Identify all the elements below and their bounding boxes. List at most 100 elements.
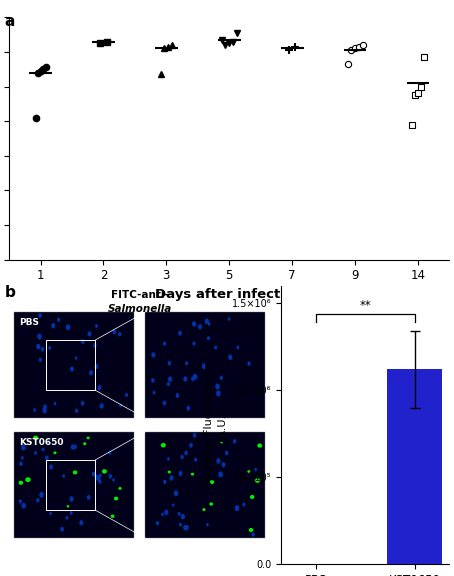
Ellipse shape xyxy=(194,458,197,462)
X-axis label: Days after infection: Days after infection xyxy=(155,288,304,301)
Ellipse shape xyxy=(247,470,250,473)
Ellipse shape xyxy=(34,451,37,455)
Ellipse shape xyxy=(19,481,23,485)
Ellipse shape xyxy=(81,401,84,406)
Ellipse shape xyxy=(112,478,115,482)
Ellipse shape xyxy=(181,514,185,520)
Bar xyxy=(387,369,442,564)
Ellipse shape xyxy=(164,510,168,515)
Ellipse shape xyxy=(183,376,188,382)
Ellipse shape xyxy=(168,376,172,382)
Ellipse shape xyxy=(42,448,44,452)
Ellipse shape xyxy=(220,441,223,444)
Text: FITC-anti-: FITC-anti- xyxy=(111,290,168,300)
Ellipse shape xyxy=(228,317,231,321)
Ellipse shape xyxy=(92,472,96,477)
Ellipse shape xyxy=(193,433,196,438)
Ellipse shape xyxy=(192,321,196,327)
Text: a: a xyxy=(5,14,15,29)
Ellipse shape xyxy=(178,471,183,476)
Ellipse shape xyxy=(252,532,255,537)
Ellipse shape xyxy=(70,366,74,372)
Ellipse shape xyxy=(38,313,42,318)
Text: Salmonella: Salmonella xyxy=(108,304,172,314)
Ellipse shape xyxy=(99,403,104,409)
Ellipse shape xyxy=(185,525,189,530)
Ellipse shape xyxy=(37,334,42,339)
Ellipse shape xyxy=(41,347,44,351)
Ellipse shape xyxy=(75,357,78,360)
Ellipse shape xyxy=(51,323,55,328)
Ellipse shape xyxy=(242,503,246,507)
Ellipse shape xyxy=(153,391,155,395)
Ellipse shape xyxy=(225,450,228,455)
Ellipse shape xyxy=(39,492,44,498)
Ellipse shape xyxy=(192,342,196,346)
Ellipse shape xyxy=(202,363,206,369)
Ellipse shape xyxy=(19,461,23,466)
Ellipse shape xyxy=(172,503,174,507)
Ellipse shape xyxy=(102,469,107,473)
Ellipse shape xyxy=(47,439,50,442)
Ellipse shape xyxy=(198,324,202,329)
Ellipse shape xyxy=(57,317,60,322)
Ellipse shape xyxy=(75,409,78,413)
Ellipse shape xyxy=(19,499,22,503)
Ellipse shape xyxy=(185,361,188,365)
Ellipse shape xyxy=(237,346,239,350)
Ellipse shape xyxy=(193,374,197,380)
Bar xyxy=(15,312,134,418)
Ellipse shape xyxy=(180,454,184,459)
Ellipse shape xyxy=(73,445,77,449)
Text: KST0650: KST0650 xyxy=(20,438,64,446)
Ellipse shape xyxy=(36,498,39,502)
Ellipse shape xyxy=(228,354,232,360)
Ellipse shape xyxy=(67,505,69,507)
Ellipse shape xyxy=(184,450,188,455)
Ellipse shape xyxy=(220,376,223,380)
Ellipse shape xyxy=(49,512,52,516)
Ellipse shape xyxy=(62,474,65,478)
Text: **: ** xyxy=(360,299,371,312)
Bar xyxy=(145,312,265,418)
Ellipse shape xyxy=(167,382,170,386)
Ellipse shape xyxy=(93,343,97,348)
Ellipse shape xyxy=(118,487,122,490)
Bar xyxy=(145,432,265,538)
Ellipse shape xyxy=(45,456,49,460)
Ellipse shape xyxy=(111,514,114,518)
Ellipse shape xyxy=(220,473,223,477)
Ellipse shape xyxy=(113,329,116,335)
Ellipse shape xyxy=(89,370,93,376)
Ellipse shape xyxy=(205,319,209,324)
Ellipse shape xyxy=(151,352,155,358)
Ellipse shape xyxy=(99,473,102,477)
Ellipse shape xyxy=(183,525,187,530)
Ellipse shape xyxy=(156,521,159,525)
Ellipse shape xyxy=(79,520,83,525)
Ellipse shape xyxy=(215,384,220,389)
Ellipse shape xyxy=(54,452,57,454)
Bar xyxy=(46,460,95,510)
Ellipse shape xyxy=(108,450,111,455)
Ellipse shape xyxy=(163,342,166,346)
Text: b: b xyxy=(5,285,15,300)
Ellipse shape xyxy=(36,344,40,350)
Ellipse shape xyxy=(163,480,167,484)
Ellipse shape xyxy=(257,444,262,448)
Ellipse shape xyxy=(168,471,171,473)
Ellipse shape xyxy=(206,523,209,526)
Ellipse shape xyxy=(167,457,170,461)
Ellipse shape xyxy=(207,322,211,326)
Ellipse shape xyxy=(207,336,210,340)
Ellipse shape xyxy=(96,475,100,481)
Ellipse shape xyxy=(163,401,166,406)
Ellipse shape xyxy=(42,408,47,414)
Ellipse shape xyxy=(21,456,24,460)
Ellipse shape xyxy=(255,478,260,483)
Ellipse shape xyxy=(43,404,47,410)
Ellipse shape xyxy=(71,444,75,450)
Ellipse shape xyxy=(202,508,206,511)
Ellipse shape xyxy=(235,505,239,511)
Ellipse shape xyxy=(247,361,251,366)
